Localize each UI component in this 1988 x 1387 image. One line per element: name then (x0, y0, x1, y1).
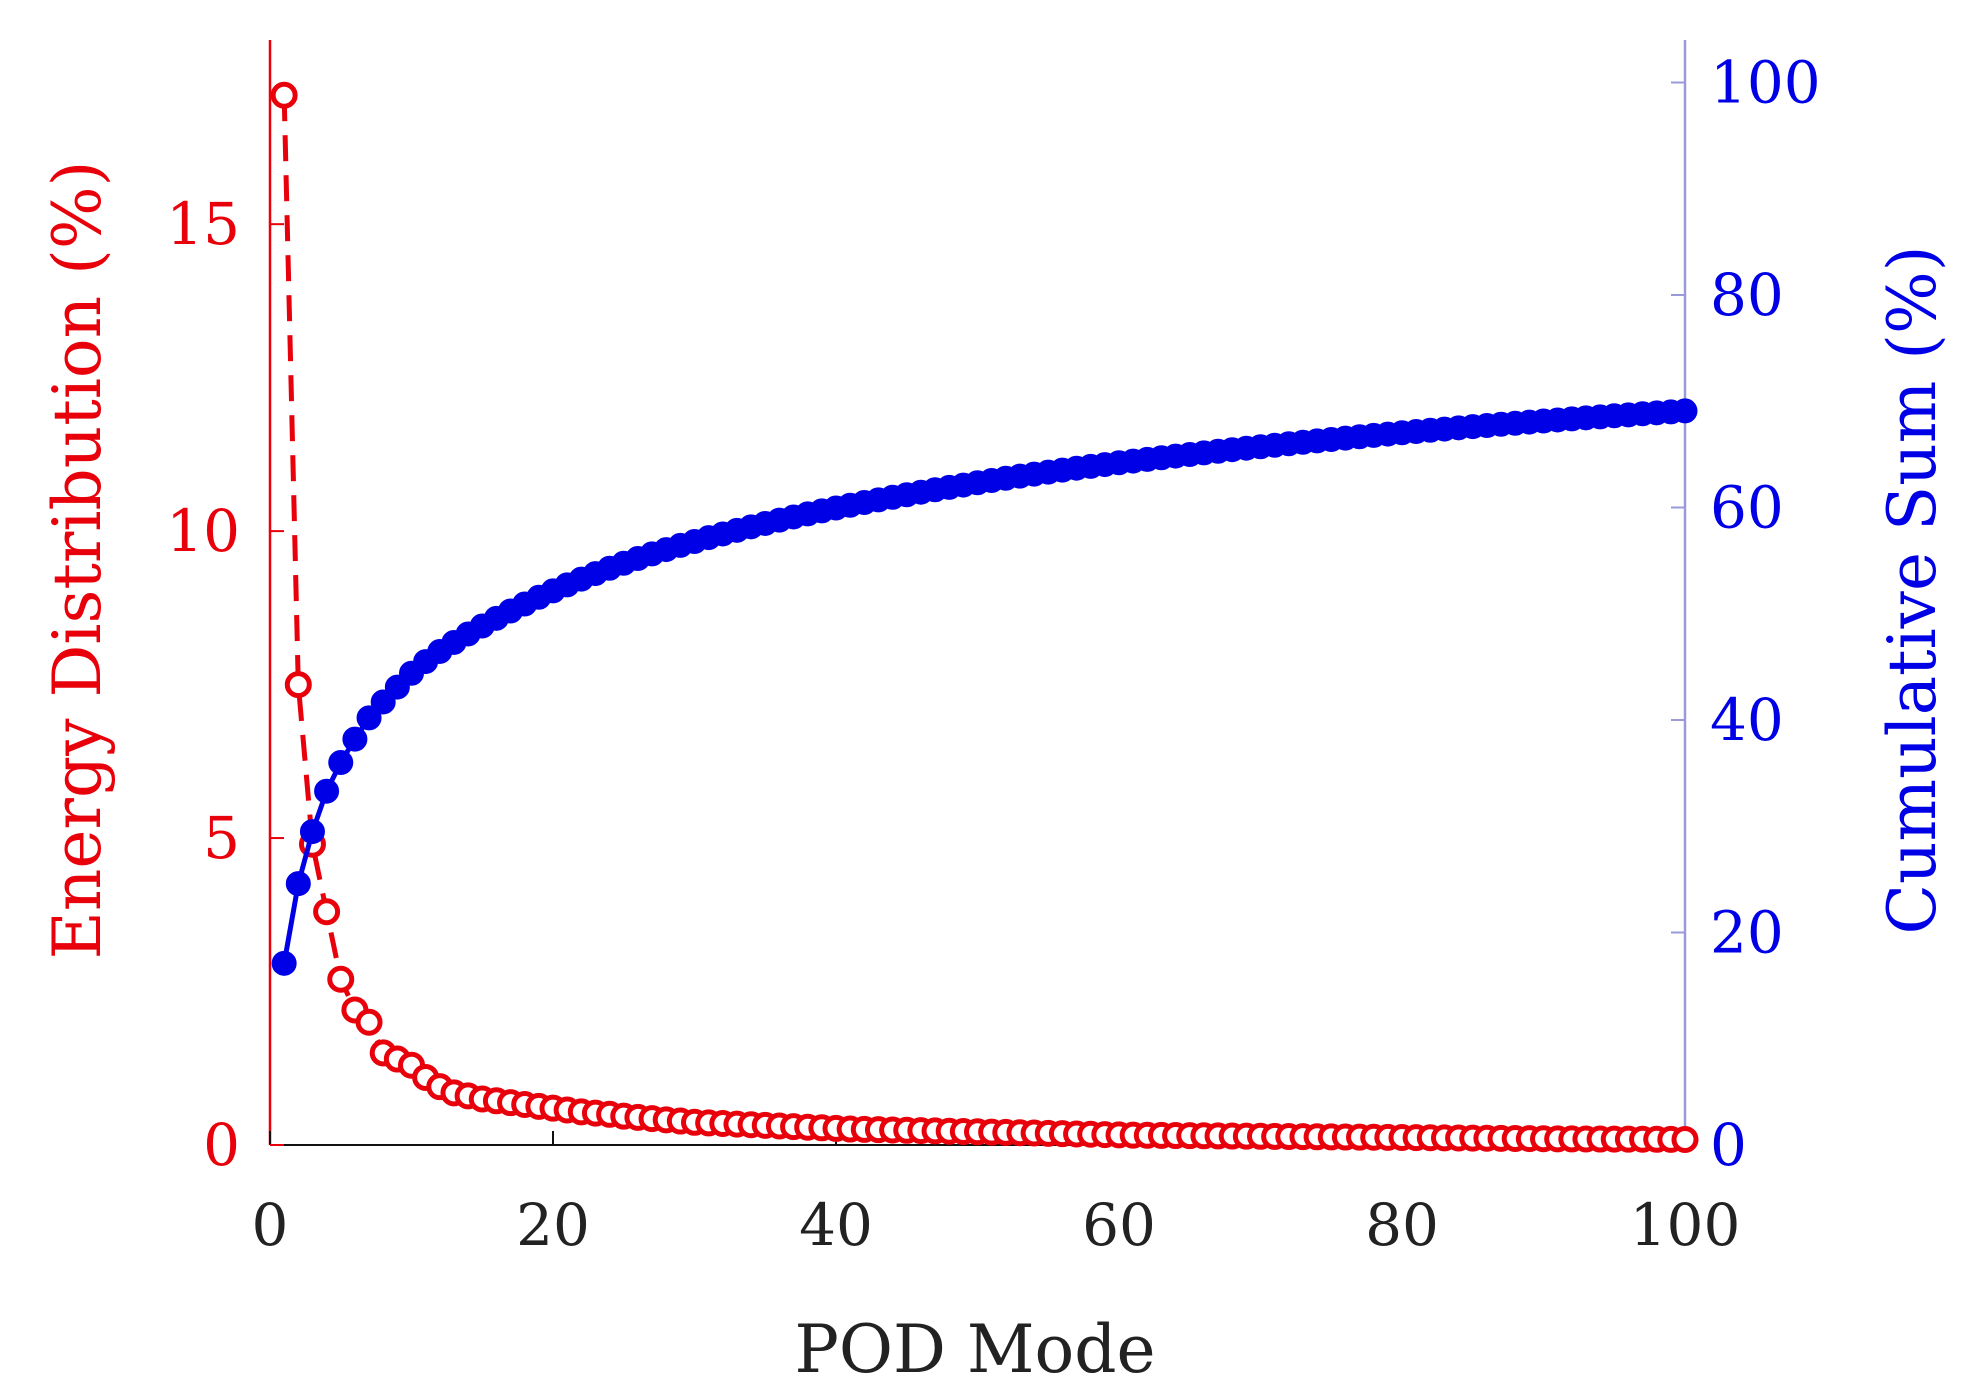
cumulative-series-group (271, 398, 1698, 976)
energy-point (327, 965, 355, 993)
cumulative-point (328, 750, 354, 775)
energy-point (355, 1008, 383, 1036)
right-tick-label: 80 (1710, 261, 1784, 329)
right-tick-label: 60 (1710, 474, 1784, 542)
left-tick-label: 5 (203, 804, 240, 872)
x-tick-label: 60 (1082, 1191, 1156, 1259)
right-tick-label: 20 (1710, 899, 1784, 967)
cumulative-point (314, 778, 340, 804)
right-tick-label: 100 (1710, 49, 1821, 117)
right-axis-title: Cumulative Sum (%) (1874, 245, 1951, 934)
right-tick-label: 40 (1710, 686, 1784, 754)
cumulative-point (299, 819, 325, 845)
cumulative-point (285, 871, 311, 897)
cumulative-point (356, 705, 382, 731)
left-tick-label: 0 (203, 1111, 240, 1179)
right-tick-label: 0 (1710, 1111, 1747, 1179)
energy-point (313, 898, 341, 926)
x-tick-label: 80 (1365, 1191, 1439, 1259)
energy-point (270, 81, 298, 109)
left-tick-label: 10 (166, 497, 240, 565)
cumulative-series-line (281, 408, 1686, 964)
energy-point (1671, 1125, 1699, 1153)
energy-series-group (270, 81, 1699, 1153)
left-tick-label: 15 (166, 190, 240, 258)
cumulative-point (342, 726, 368, 752)
axes-group (268, 40, 1687, 1146)
x-tick-label: 20 (516, 1191, 590, 1259)
x-tick-label: 0 (252, 1191, 289, 1259)
x-axis-title: POD Mode (794, 1311, 1155, 1387)
cumulative-point (1672, 398, 1698, 424)
cumulative-point (271, 950, 297, 976)
tick-labels-group: 0 20 40 60 80 100 0 5 10 15 0 20 40 60 80 100 (166, 49, 1821, 1260)
energy-point (284, 671, 312, 699)
x-tick-label: 100 (1630, 1191, 1741, 1259)
left-axis-title: Energy Distribution (%) (39, 161, 116, 960)
x-tick-label: 40 (799, 1191, 873, 1259)
